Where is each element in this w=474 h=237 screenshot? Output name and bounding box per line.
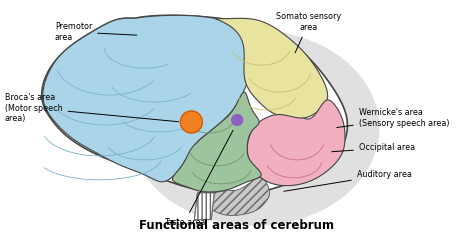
Polygon shape: [173, 92, 261, 192]
Polygon shape: [42, 15, 347, 195]
Text: Premotor
area: Premotor area: [55, 22, 137, 42]
Text: Auditory area: Auditory area: [284, 170, 412, 191]
Polygon shape: [43, 15, 253, 182]
Polygon shape: [204, 178, 270, 215]
Circle shape: [181, 111, 202, 133]
Circle shape: [232, 114, 243, 125]
Polygon shape: [247, 100, 345, 186]
Text: Somato sensory
area: Somato sensory area: [276, 12, 342, 53]
Text: Functional areas of cerebrum: Functional areas of cerebrum: [139, 219, 334, 232]
Text: Broca's area
(Motor speech
area): Broca's area (Motor speech area): [5, 93, 179, 123]
Text: Taste area: Taste area: [164, 130, 233, 227]
Ellipse shape: [129, 31, 379, 225]
Polygon shape: [194, 193, 214, 220]
Text: Wernicke's area
(Sensory speech area): Wernicke's area (Sensory speech area): [337, 108, 449, 128]
Polygon shape: [214, 18, 328, 119]
Text: Occipital area: Occipital area: [332, 143, 415, 152]
